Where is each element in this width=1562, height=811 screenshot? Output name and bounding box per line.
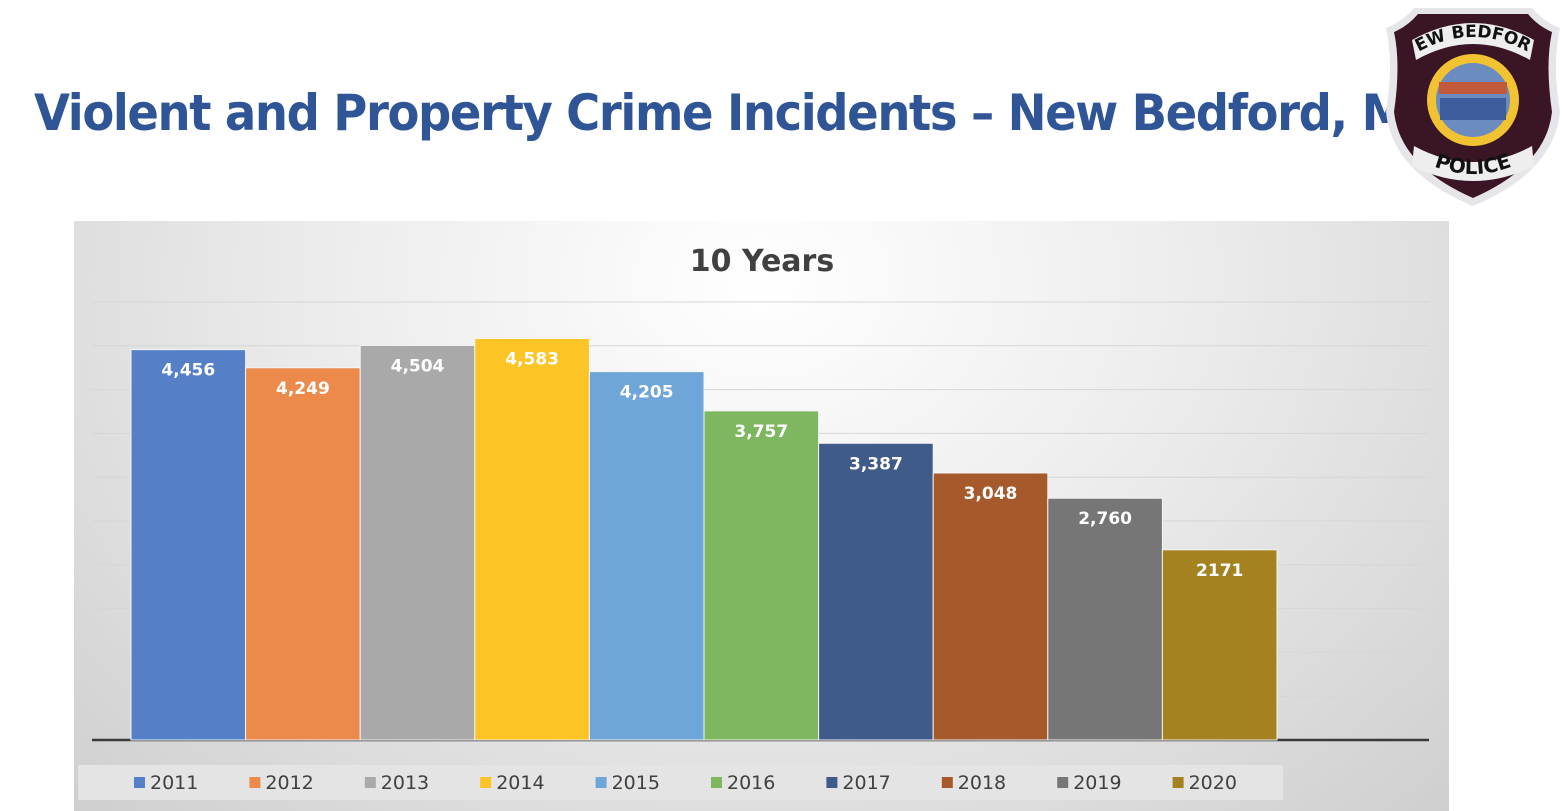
legend-label-2015: 2015: [612, 772, 660, 794]
bar-2014: [474, 338, 590, 741]
legend-label-2020: 2020: [1189, 772, 1237, 794]
bar-2018: [932, 472, 1049, 741]
bar-2019: [1047, 497, 1163, 741]
new-bedford-police-badge-logo: NEW BEDFORD POLICE: [1384, 2, 1560, 206]
data-label-2011: 4,456: [161, 361, 215, 381]
legend-label-2016: 2016: [727, 772, 775, 794]
legend-label-2019: 2019: [1073, 772, 1121, 794]
bar-chart: 10 Years 4,456 4,249 4,504 4,583 4,205 3,757 3…: [78, 244, 1429, 800]
data-label-2013: 4,504: [391, 356, 445, 376]
legend-swatch-2011: [134, 777, 145, 788]
legend-swatch-2017: [826, 777, 838, 788]
legend-swatch-2020: [1172, 777, 1184, 788]
data-label-2018: 3,048: [964, 484, 1018, 504]
legend-label-2011: 2011: [150, 772, 198, 794]
bar-2013: [359, 344, 476, 741]
legend-label-2017: 2017: [842, 772, 890, 794]
legend-swatch-2015: [595, 777, 607, 788]
legend-swatch-2012: [249, 777, 261, 788]
page-title: Violent and Property Crime Incidents – N…: [34, 84, 1442, 142]
legend-swatch-2016: [711, 777, 722, 788]
bar-2015: [588, 371, 705, 741]
legend-label-2014: 2014: [496, 772, 544, 794]
data-label-2016: 3,757: [734, 422, 788, 442]
legend-label-2018: 2018: [958, 772, 1006, 794]
legend-background: [78, 765, 1283, 800]
chart-area: 10 Years 4,456 4,249 4,504 4,583 4,205 3,757 3…: [74, 221, 1449, 811]
data-label-2019: 2,760: [1078, 509, 1132, 529]
legend-label-2012: 2012: [265, 772, 313, 794]
bar-2017: [818, 442, 934, 741]
data-label-2015: 4,205: [620, 383, 674, 403]
chart-title: 10 Years: [690, 244, 834, 279]
data-label-2014: 4,583: [505, 350, 559, 370]
bar-2020: [1161, 549, 1278, 741]
legend-label-2013: 2013: [381, 772, 429, 794]
legend-swatch-2014: [480, 777, 492, 788]
legend-swatch-2019: [1057, 777, 1069, 788]
legend-swatch-2013: [364, 777, 376, 788]
data-label-2012: 4,249: [276, 379, 330, 399]
data-label-2020: 2171: [1196, 561, 1243, 581]
bar-2016: [703, 410, 820, 741]
data-label-2017: 3,387: [849, 454, 903, 474]
bar-2011: [130, 349, 247, 741]
bar-2012: [245, 367, 361, 741]
legend-swatch-2018: [941, 777, 953, 788]
